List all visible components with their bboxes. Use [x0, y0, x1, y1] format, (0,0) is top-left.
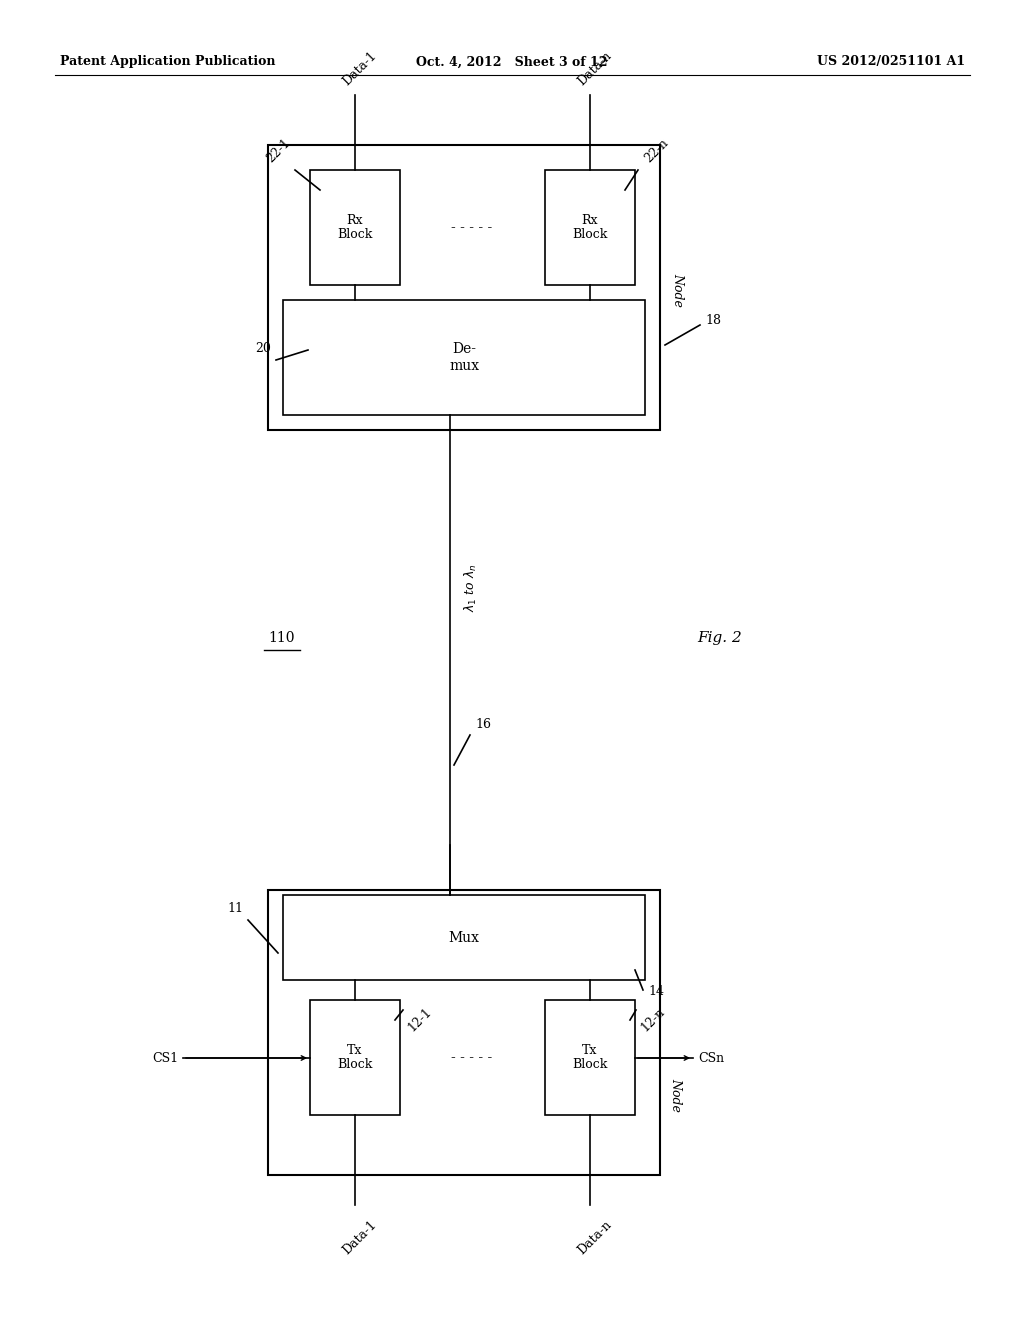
- Text: Data-1: Data-1: [340, 49, 379, 88]
- Text: De-
mux: De- mux: [449, 342, 479, 372]
- Text: 14: 14: [648, 985, 664, 998]
- Bar: [283, 895, 645, 979]
- Text: - - - - -: - - - - -: [452, 220, 493, 235]
- Text: Data-n: Data-n: [575, 49, 614, 88]
- Bar: [268, 890, 660, 1175]
- Text: CSn: CSn: [698, 1052, 724, 1064]
- Text: Patent Application Publication: Patent Application Publication: [60, 55, 275, 69]
- Text: CS1: CS1: [152, 1052, 178, 1064]
- Text: Tx
Block: Tx Block: [572, 1044, 607, 1072]
- Text: 20: 20: [255, 342, 271, 355]
- Bar: [310, 1001, 400, 1115]
- Text: US 2012/0251101 A1: US 2012/0251101 A1: [817, 55, 965, 69]
- Text: - - - - -: - - - - -: [452, 1051, 493, 1065]
- Text: Data-n: Data-n: [575, 1218, 614, 1257]
- Text: Data-1: Data-1: [340, 1218, 379, 1257]
- Text: Rx
Block: Rx Block: [572, 214, 607, 242]
- Text: 18: 18: [705, 314, 721, 326]
- Text: 110: 110: [268, 631, 295, 645]
- Text: 12-1: 12-1: [406, 1005, 434, 1034]
- Text: 11: 11: [227, 902, 243, 915]
- Bar: [545, 1001, 635, 1115]
- Text: Rx
Block: Rx Block: [337, 214, 373, 242]
- Text: 22-1: 22-1: [264, 136, 293, 165]
- Bar: [310, 170, 400, 285]
- Text: Oct. 4, 2012   Sheet 3 of 12: Oct. 4, 2012 Sheet 3 of 12: [416, 55, 608, 69]
- Bar: [545, 170, 635, 285]
- Bar: [283, 300, 645, 414]
- Text: Mux: Mux: [449, 931, 479, 945]
- Text: Tx
Block: Tx Block: [337, 1044, 373, 1072]
- Text: $\lambda_1$ to $\lambda_n$: $\lambda_1$ to $\lambda_n$: [463, 564, 479, 612]
- Text: 16: 16: [475, 718, 490, 731]
- Text: Node: Node: [672, 273, 684, 308]
- Text: Fig. 2: Fig. 2: [697, 631, 742, 645]
- Text: Node: Node: [670, 1078, 683, 1111]
- Bar: [268, 145, 660, 430]
- Text: 12-n: 12-n: [638, 1005, 667, 1034]
- Text: 22-n: 22-n: [642, 136, 671, 165]
